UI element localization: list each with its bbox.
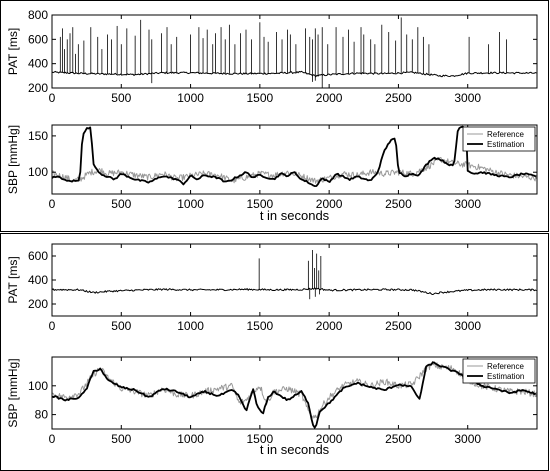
panel-top: 0 500 1000 1500 2000 2500 3000 200 400 600 800 PAT … <box>0 0 549 232</box>
y-tick-label: 400 <box>28 57 48 71</box>
axes-box-0 <box>51 14 538 89</box>
legend-label: Reference <box>487 362 524 371</box>
x-tick-label: 2500 <box>385 197 412 211</box>
x-tick-label: 2500 <box>385 432 412 446</box>
x-tick-label: 1500 <box>247 432 274 446</box>
x-tick-label: 1000 <box>177 91 204 105</box>
pat-line-2 <box>52 287 537 296</box>
x-tick-label: 2500 <box>385 319 412 333</box>
y-axis-label: SBP [mmHg] <box>6 125 20 194</box>
reference-line-1 <box>52 157 537 184</box>
x-tick-label: 3000 <box>454 319 481 333</box>
estimation-line-1 <box>52 125 537 187</box>
y-tick-label: 400 <box>28 273 48 287</box>
panel-top-svg: 0 500 1000 1500 2000 2500 3000200400600800PAT … <box>6 8 538 223</box>
x-tick-label: 2000 <box>316 91 343 105</box>
estimation-line-3 <box>52 361 537 429</box>
x-tick-label: 2500 <box>385 91 412 105</box>
x-tick-label: 0 <box>49 432 56 446</box>
y-tick-label: 80 <box>35 408 49 422</box>
axes-box-1 <box>51 124 538 195</box>
axes-box-3 <box>51 356 538 430</box>
x-tick-label: 500 <box>111 432 131 446</box>
y-tick-label: 600 <box>28 249 48 263</box>
x-tick-label: 3000 <box>454 91 481 105</box>
y-axis-label: SBP [mmHg] <box>6 358 20 427</box>
x-tick-label: 3000 <box>454 197 481 211</box>
x-tick-label: 1500 <box>247 91 274 105</box>
x-tick-label: 0 <box>49 319 56 333</box>
y-tick-label: 100 <box>28 379 48 393</box>
x-axis-label: t in seconds <box>260 208 330 223</box>
x-tick-label: 1500 <box>247 319 274 333</box>
x-tick-label: 2000 <box>316 432 343 446</box>
x-tick-label: 500 <box>111 197 131 211</box>
x-tick-label: 0 <box>49 91 56 105</box>
y-axis-label: PAT [ms] <box>6 28 20 75</box>
legend-box <box>462 126 536 152</box>
x-tick-label: 500 <box>111 91 131 105</box>
x-tick-label: 1000 <box>177 432 204 446</box>
y-tick-label: 100 <box>28 165 48 179</box>
plot-area-3 <box>52 361 537 429</box>
y-tick-label: 200 <box>28 297 48 311</box>
x-axis-label: t in seconds <box>260 442 330 457</box>
y-tick-label: 600 <box>28 32 48 46</box>
axes-box-2 <box>51 243 538 317</box>
y-tick-label: 200 <box>28 81 48 95</box>
x-tick-label: 1500 <box>247 197 274 211</box>
x-tick-label: 1000 <box>177 197 204 211</box>
x-tick-label: 1000 <box>177 319 204 333</box>
pat-line-0 <box>52 70 537 78</box>
x-tick-label: 0 <box>49 197 56 211</box>
x-tick-label: 2000 <box>316 197 343 211</box>
legend-label: Reference <box>487 130 524 139</box>
x-tick-label: 2000 <box>316 319 343 333</box>
legend-label: Estimation <box>487 140 524 149</box>
x-tick-label: 500 <box>111 319 131 333</box>
plot-area-2 <box>52 250 537 300</box>
plot-area-1 <box>52 125 537 187</box>
legend-box <box>462 358 536 384</box>
y-axis-label: PAT [ms] <box>6 256 20 303</box>
y-tick-label: 150 <box>28 129 48 143</box>
legend-label: Estimation <box>487 372 524 381</box>
panel-bottom: 0 500 1000 1500 2000 2500 3000 200 400 600 PAT [ms… <box>0 233 549 471</box>
y-tick-label: 800 <box>28 8 48 22</box>
x-tick-label: 3000 <box>454 432 481 446</box>
plot-area-0 <box>52 17 537 88</box>
